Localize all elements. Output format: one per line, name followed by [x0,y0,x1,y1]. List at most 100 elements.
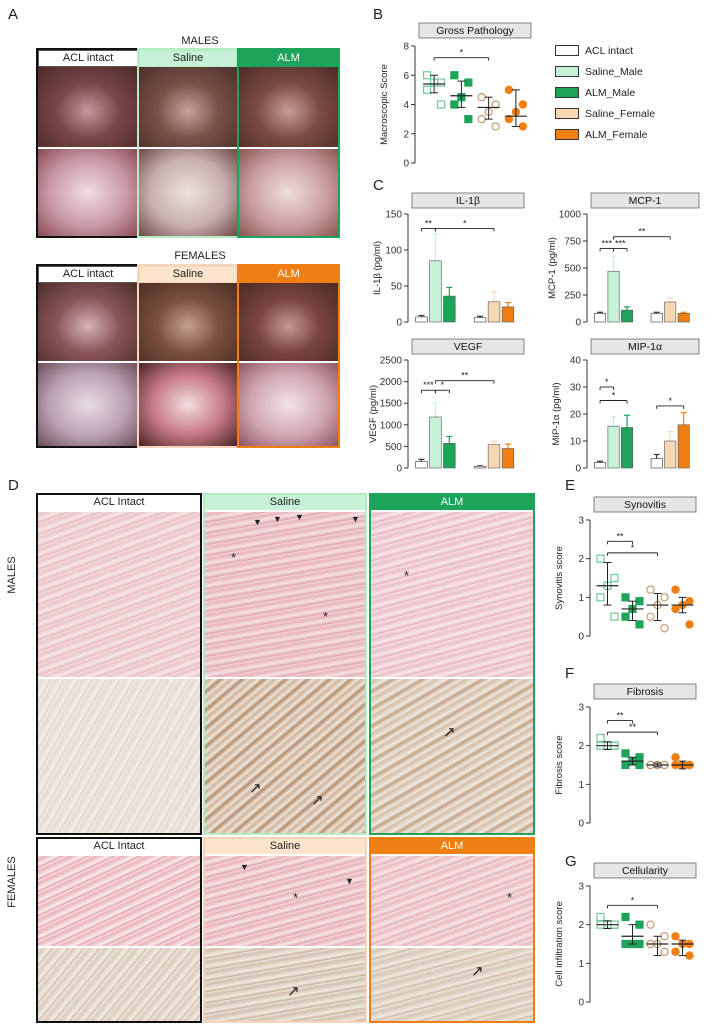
data-point [646,585,655,594]
data-point [464,78,473,87]
y-tick-label: 0 [578,998,584,1009]
data-point [635,939,644,949]
data-point [621,939,630,949]
data-point [646,612,655,621]
chart-title-box [593,683,697,700]
y-tick-label: 2 [403,129,409,140]
y-tick-label: 1 [578,593,584,604]
y-axis-label: Fibrosis score [554,735,565,794]
y-axis-label: Macroscopic Score [379,64,390,145]
panel-d-female-acl-group: ACL Intact [36,837,202,1023]
data-point [491,122,500,131]
data-point [671,604,680,614]
significance-label: * [631,543,635,553]
panel-d-female-col-title-alm: ALM [371,839,533,854]
bar [443,443,456,469]
data-point [464,115,473,124]
panel-d-female-col-title-acl: ACL Intact [93,840,145,852]
arrowhead-marker: ▼ [351,514,360,524]
panel-d-female-acl-he-image [38,856,200,946]
panel-d-male-alm-group: ALM * ↗ [369,493,535,835]
panel-label-c: C [373,177,384,194]
significance-label: ** [461,371,469,381]
bar [429,260,442,323]
y-tick-label: 0 [575,318,581,329]
data-point [685,951,694,960]
data-point [660,593,669,602]
arrow-marker: ↗ [311,792,324,809]
panel-a-female-alm-photo-bottom [239,363,338,446]
chart-fibrosis: Fibrosis 0 1 2 3 Fibrosis score ** ** [554,683,697,830]
legend-item-saline-female: Saline_Female [555,103,705,124]
panel-label-d: D [8,477,19,494]
y-tick-label: 500 [564,264,581,275]
y-tick-label: 2 [578,920,584,931]
panel-label-e: E [565,477,576,494]
data-point [671,753,680,762]
panel-d-female-alm-ihc-image: ↗ [371,948,533,1021]
panel-d-male-acl-ihc-image [38,679,200,833]
arrowhead-marker: ▼ [273,514,282,524]
data-point [518,100,528,109]
panel-label-g: G [565,853,577,870]
significance-label: * [460,48,464,58]
y-tick-label: 8 [403,42,409,53]
asterisk-marker: * [404,568,410,583]
y-axis-label: IL-1β (pg/ml) [372,241,383,295]
panel-d-male-acl-he-image [38,512,200,677]
chart-title: Gross Pathology [436,25,514,37]
panel-a-female-acl-photo-bottom [38,363,138,446]
data-point [621,760,630,770]
data-point [621,912,630,922]
y-tick-label: 1500 [380,399,403,410]
data-point [671,947,680,956]
y-tick-label: 0 [578,632,584,643]
legend-item-saline-male: Saline_Male [555,61,705,82]
panel-a-female-saline-photo-top [139,283,237,361]
chart-title-box [590,192,700,209]
panel-a-female-col-title-alm: ALM [239,266,338,283]
arrow-marker: ↗ [471,963,484,980]
data-point [635,753,644,762]
data-point [660,947,669,956]
y-tick-label: 0 [578,819,584,830]
y-axis-label: MCP-1 (pg/ml) [547,237,558,299]
data-point [610,612,619,621]
panel-a-male-acl-photo-bottom [38,149,138,236]
bar [677,313,690,323]
data-point [621,749,630,758]
data-point [635,920,644,929]
panel-a-female-col-title-saline: Saline [139,266,237,283]
significance-label: ** [629,722,637,732]
panel-d-female-alm-he-image: * [371,856,533,946]
significance-label: * [631,895,635,905]
chart-title-box [593,496,697,513]
bar [487,301,501,323]
panel-d-female-saline-he-image: ▼ ▼ * [205,856,365,946]
significance-label: *** [423,380,434,390]
y-tick-label: 30 [570,383,582,394]
y-tick-label: 0 [403,159,409,170]
bar [415,461,428,469]
asterisk-marker: * [293,890,299,905]
y-tick-label: 1 [578,959,584,970]
chart-gross: Gross Pathology 0 2 4 6 8 Macroscopic Score * [379,22,532,170]
y-axis-label: Cell infiltration score [554,901,565,987]
data-point [621,612,630,621]
panel-a-female-acl-photo-top [38,283,138,361]
panel-a-male-col-title-saline: Saline [139,50,237,67]
chart-title: VEGF [454,341,483,353]
bar [677,424,690,469]
panel-a-male-col-title-alm: ALM [239,50,338,67]
legend-label-saline-female: Saline_Female [585,107,656,120]
y-axis-label: MIP-1α (pg/ml) [551,382,562,445]
y-tick-label: 3 [578,882,584,893]
data-point [450,100,459,109]
legend-item-acl: ACL intact [555,40,705,61]
y-tick-label: 6 [403,71,409,82]
panel-d-male-col-title-saline: Saline [205,495,365,510]
chart-title: Synovitis [624,499,666,511]
